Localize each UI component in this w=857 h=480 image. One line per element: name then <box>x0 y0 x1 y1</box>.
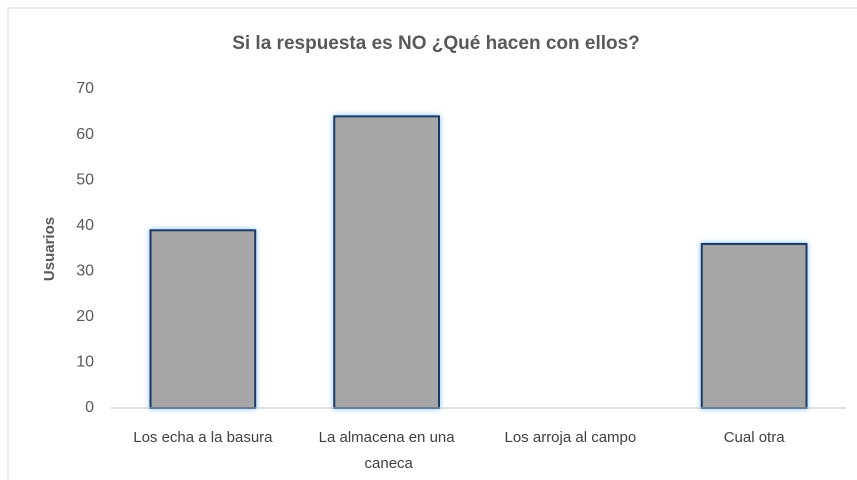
y-tick-label: 50 <box>76 171 94 188</box>
y-axis-label: Usuarios <box>41 217 58 281</box>
y-tick-label: 30 <box>76 263 94 280</box>
x-tick-label: La almacena en una caneca <box>319 429 456 472</box>
x-tick-label: Cual otra <box>724 429 786 446</box>
bar <box>333 115 440 409</box>
x-tick-label: Los arroja al campo <box>505 429 637 446</box>
y-tick-label: 70 <box>76 80 94 97</box>
y-tick-label: 20 <box>76 308 94 325</box>
y-tick-label: 60 <box>76 126 94 143</box>
x-tick-label: Los echa a la basura <box>133 429 273 446</box>
bar <box>149 229 257 409</box>
y-tick-label: 10 <box>76 354 94 371</box>
y-tick-label: 0 <box>85 399 94 416</box>
y-tick-label: 40 <box>76 217 94 234</box>
chart-title: Si la respuesta es NO ¿Qué hacen con ell… <box>232 33 640 54</box>
chart-frame <box>7 7 857 480</box>
bar <box>700 242 808 409</box>
